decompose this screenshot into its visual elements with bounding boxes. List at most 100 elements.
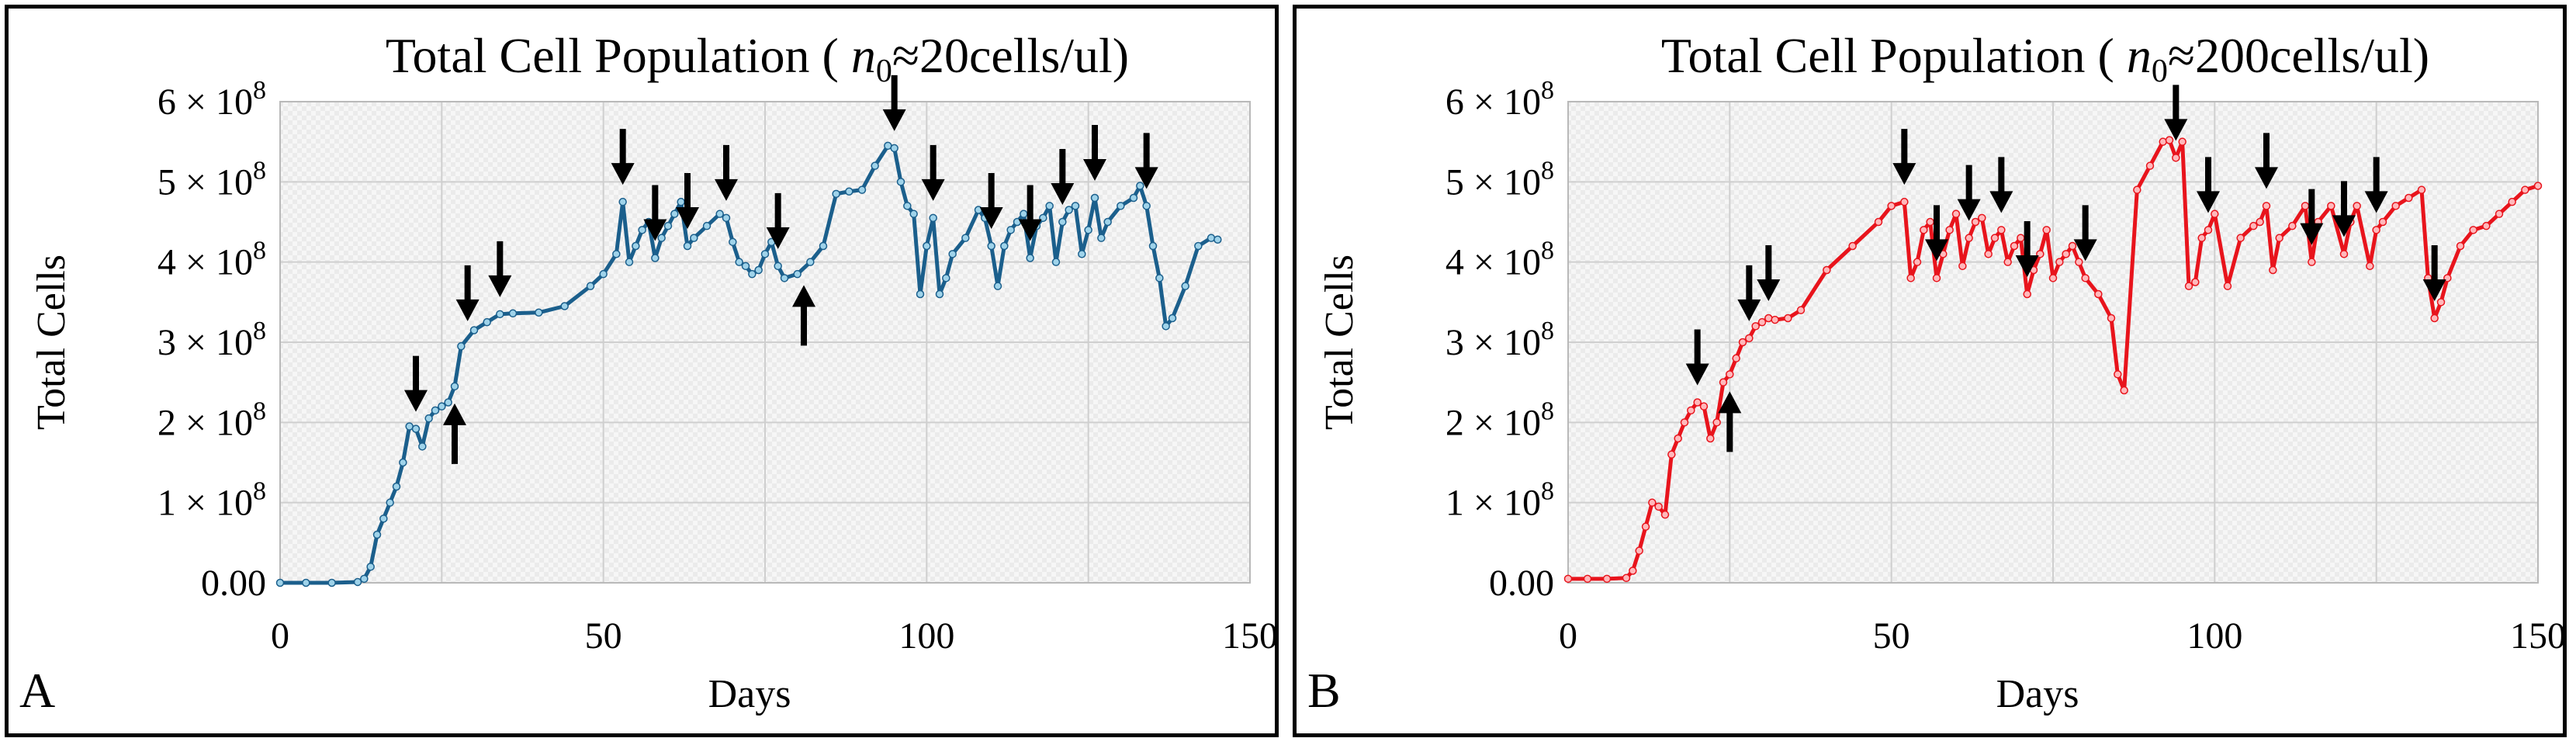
y-tick-exponent: 8 (1541, 477, 1554, 506)
data-point (993, 282, 1002, 290)
data-point (366, 563, 375, 571)
data-point (625, 258, 634, 266)
data-point (1674, 434, 1682, 443)
x-tick-label: 50 (1873, 615, 1910, 657)
y-tick-mantissa: 2 × 10 (1446, 402, 1541, 443)
data-point (1751, 322, 1760, 331)
data-point (444, 398, 452, 407)
data-point (1900, 197, 1909, 206)
data-point (754, 265, 763, 275)
arrow-down-annotation (2073, 205, 2097, 262)
data-point (1006, 226, 1015, 234)
data-point (2275, 234, 2283, 242)
data-point (780, 274, 789, 282)
data-point (1757, 317, 1767, 327)
data-point (890, 144, 898, 153)
y-tick-exponent: 8 (253, 76, 266, 105)
data-point (677, 197, 685, 206)
data-point (2327, 202, 2335, 210)
arrow-head (2332, 215, 2356, 237)
data-point (2062, 250, 2070, 258)
chart-title: Total Cell Population ( n0≈200cells/ul) (1661, 28, 2429, 89)
y-tick-label: 1 × 108 (1446, 477, 1554, 524)
arrow-head (1685, 363, 1709, 386)
data-point (2353, 202, 2361, 210)
arrow-down-annotation (455, 265, 480, 321)
data-point (327, 578, 336, 587)
y-tick-mantissa: 1 × 10 (1446, 483, 1541, 524)
data-point (896, 178, 905, 186)
y-tick-exponent: 8 (1541, 397, 1554, 425)
arrow-head (979, 207, 1003, 229)
data-point (1660, 510, 1670, 519)
chart-title-main: Total Cell Population ( (1661, 28, 2127, 83)
data-point (715, 210, 724, 218)
data-point (1726, 370, 1734, 379)
data-point (2417, 185, 2426, 194)
y-tick-exponent: 8 (1541, 237, 1554, 265)
x-tick-label: 0 (1559, 615, 1577, 657)
data-point (2256, 217, 2264, 227)
arrow-head (882, 109, 906, 131)
data-point (1000, 241, 1009, 251)
data-point (1155, 274, 1164, 282)
arrow-head (1757, 279, 1781, 301)
data-point (1764, 314, 1773, 323)
data-point (1058, 217, 1067, 227)
arrow-down-annotation (404, 355, 428, 412)
y-tick-mantissa: 3 × 10 (158, 322, 253, 363)
data-point (1687, 406, 1695, 415)
y-tick-label: 4 × 108 (158, 237, 266, 283)
data-point (2236, 234, 2245, 242)
data-point (1103, 217, 1112, 227)
data-point (1097, 234, 1106, 242)
data-point (1706, 434, 1715, 443)
y-tick-label: 2 × 108 (1446, 397, 1554, 443)
data-point (2436, 298, 2446, 307)
arrow-head (1737, 299, 1761, 321)
data-point (2165, 136, 2174, 144)
data-point (2042, 226, 2051, 234)
data-point (2204, 226, 2213, 234)
data-point (399, 458, 407, 467)
y-tick-exponent: 8 (1541, 317, 1554, 345)
data-point (2145, 161, 2155, 170)
x-tick-label: 150 (1222, 615, 1278, 657)
data-point (729, 237, 737, 247)
arrow-up-annotation (1718, 391, 1742, 452)
y-tick-exponent: 8 (253, 397, 266, 425)
chart-panel-a: Total Cell Population ( n0≈20cells/ul) 0.… (5, 5, 1279, 737)
data-point (1732, 354, 1740, 362)
chart-title-tail: ≈20cells/ul) (892, 28, 1129, 83)
y-axis-label: Total Cells (29, 255, 74, 430)
data-point (2372, 226, 2380, 234)
data-point (508, 309, 518, 318)
data-point (386, 498, 394, 507)
data-point (1796, 306, 1806, 314)
arrow-head (2422, 279, 2446, 301)
data-point (1920, 226, 1928, 234)
data-point (1699, 402, 1709, 411)
data-point (1090, 193, 1099, 203)
arrow-down-annotation (1134, 133, 1158, 189)
arrow-down-annotation (2364, 157, 2388, 213)
data-point (1148, 241, 1158, 251)
data-point (1065, 206, 1073, 214)
data-point (1887, 202, 1896, 210)
data-point (942, 274, 950, 282)
data-point (2107, 314, 2116, 323)
data-point (632, 241, 640, 251)
data-point (1214, 235, 1222, 244)
data-point (1874, 217, 1883, 227)
data-point (302, 578, 310, 587)
data-point (560, 302, 569, 310)
arrow-down-annotation (1957, 165, 1981, 221)
data-point (1181, 282, 1189, 290)
chart-svg-b: Total Cell Population ( n0≈200cells/ul) 0… (1307, 28, 2563, 718)
data-point (372, 530, 382, 539)
arrow-down-annotation (1685, 329, 1709, 386)
data-point (670, 210, 679, 218)
chart-panel-b: Total Cell Population ( n0≈200cells/ul) 0… (1293, 5, 2567, 737)
data-point (1926, 217, 1934, 227)
data-point (2430, 314, 2439, 323)
